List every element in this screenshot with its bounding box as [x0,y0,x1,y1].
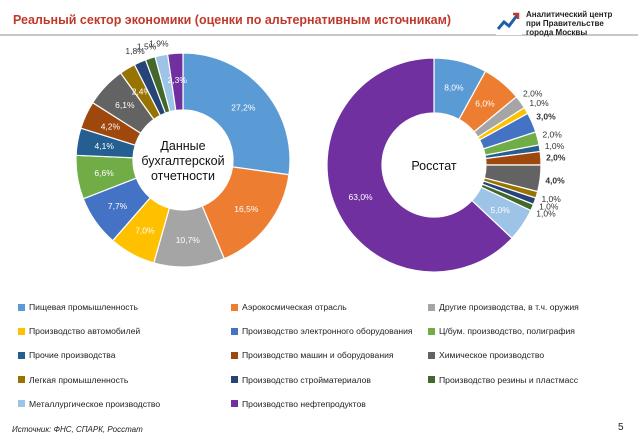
data-label-rosstat-11: 1,0% [536,208,556,218]
data-label-accounting-10: 1,8% [125,46,145,56]
legend-label: Ц/бум. производство, полиграфия [439,326,575,337]
legend-item: Химическое производство [428,350,544,360]
legend-item: Прочие производства [18,350,116,360]
legend-swatch [18,327,25,335]
legend-label: Производство машин и оборудования [242,350,394,361]
legend-swatch [231,327,238,335]
data-label-rosstat-2: 2,0% [523,88,543,98]
data-label-accounting-8: 6,1% [115,100,135,110]
legend-label: Аэрокосмическая отрасль [242,302,347,312]
logo: Аналитический центр при Правительстве го… [496,5,636,45]
data-label-accounting-3: 7,0% [135,225,155,235]
data-label-rosstat-12: 5,0% [490,205,510,215]
legend-item: Легкая промышленность [18,375,128,385]
legend-label: Производство нефтепродуктов [242,398,366,409]
legend-swatch [231,400,238,408]
legend-item: Другие производства, в т.ч. оружия [428,302,579,312]
data-label-rosstat-0: 8,0% [444,83,464,93]
data-label-rosstat-1: 6,0% [475,98,495,108]
slice-rosstat-13 [326,57,513,273]
data-label-rosstat-6: 1,0% [545,141,565,151]
data-label-rosstat-3: 1,0% [529,98,549,108]
legend-swatch [18,376,25,384]
data-label-rosstat-8: 4,0% [545,175,565,185]
data-label-accounting-2: 10,7% [176,235,201,245]
legend-swatch [18,303,25,311]
data-label-accounting-5: 6,6% [94,168,114,178]
legend-swatch [428,376,435,384]
logo-line-2: при Правительстве [526,19,604,28]
legend-item: Производство стройматериалов [231,375,371,385]
logo-line-1: Аналитический центр [526,10,613,19]
data-label-rosstat-4: 3,0% [536,112,556,122]
charts-area: 27,2% 16,5% 10,7% 7,0% 7,7% 6,6% 4,1% 4,2% 6,1% 2… [75,40,566,273]
legend-item: Производство машин и оборудования [231,350,394,360]
data-label-rosstat-13: 63,0% [349,192,374,202]
legend-swatch [18,400,25,408]
legend-label: Пищевая промышленность [29,302,138,312]
data-label-accounting-6: 4,1% [95,141,115,151]
logo-text: Аналитический центр при Правительстве го… [526,10,612,37]
legend-swatch [231,376,238,384]
legend-item: Производство автомобилей [18,326,140,336]
data-label-accounting-9: 2,4% [132,87,152,97]
legend-label: Прочие производства [29,350,116,361]
data-label-accounting-4: 7,7% [108,201,128,211]
legend-label: Производство резины и пластмасс [439,374,578,385]
legend-label: Производство стройматериалов [242,374,371,385]
legend-label: Производство автомобилей [29,326,141,337]
data-label-accounting-1: 16,5% [234,204,259,214]
legend-label: Металлургическое производство [29,398,161,409]
legend-label: Легкая промышленность [29,374,129,385]
legend-swatch [231,303,238,311]
center-label-accounting-2: отчетности [151,169,215,183]
legend-swatch [231,351,238,359]
legend-swatch [428,351,435,359]
legend-item: Пищевая промышленность [18,302,138,312]
data-label-accounting-0: 27,2% [231,102,256,112]
data-label-rosstat-5: 2,0% [542,130,562,140]
legend-item: Производство нефтепродуктов [231,399,366,409]
legend-item: Металлургическое производство [18,399,160,409]
data-label-rosstat-9: 1,0% [541,194,561,204]
legend-label: Химическое производство [439,350,545,361]
header-divider [0,34,638,36]
center-label-accounting-0: Данные [160,139,205,153]
page-number: 5 [618,422,624,433]
data-label-accounting-12: 1,9% [149,40,169,48]
logo-line-3: города Москвы [526,28,588,37]
data-label-accounting-13: 2,3% [168,75,188,85]
legend-label: Другие производства, в т.ч. оружия [439,302,579,312]
legend-swatch [428,327,435,335]
donut-chart-rosstat: 8,0%6,0%2,0%1,0%3,0%2,0%1,0%2,0%4,0%1,0%… [326,57,566,273]
data-label-accounting-11: 1,5% [137,42,157,52]
legend-swatch [428,303,435,311]
center-label-accounting-1: бухгалтерской [141,154,224,168]
legend-item: Производство резины и пластмасс [428,375,578,385]
legend-item: Производство электронного оборудования [231,326,413,336]
slice-accounting-0 [182,52,291,176]
data-label-accounting-7: 4,2% [101,121,121,131]
data-label-rosstat-10: 1,0% [539,201,559,211]
slice-accounting-13 [166,52,184,112]
page-title: Реальный сектор экономики (оценки по аль… [13,13,452,27]
logo-chart-icon [496,9,522,35]
source-note: Источник: ФНС, СПАРК, Росстат [12,425,143,434]
center-label-rosstat-0: Росстат [411,159,457,173]
legend-item: Аэрокосмическая отрасль [231,302,347,312]
legend-label: Производство электронного оборудования [242,326,413,337]
data-label-rosstat-7: 2,0% [546,152,566,162]
legend-item: Ц/бум. производство, полиграфия [428,326,575,336]
legend-swatch [18,351,25,359]
donut-chart-accounting: 27,2% 16,5% 10,7% 7,0% 7,7% 6,6% 4,1% 4,2% 6,1% 2… [75,40,291,268]
